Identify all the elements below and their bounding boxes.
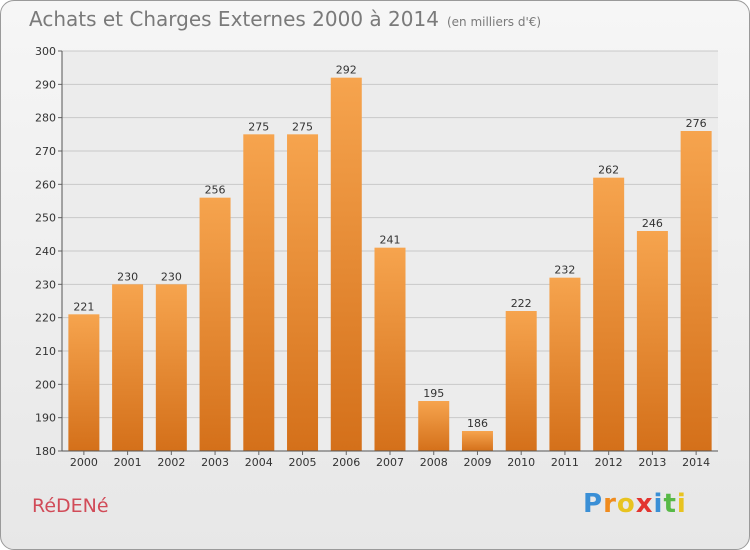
- logo-letter: r: [603, 489, 617, 519]
- x-tick-label-2013: 2013: [638, 456, 666, 469]
- y-tick-label: 240: [35, 245, 56, 258]
- data-label-2014: 276: [686, 117, 707, 130]
- x-tick-label-2005: 2005: [289, 456, 317, 469]
- chart-title-unit: (en milliers d'€): [446, 15, 542, 29]
- bar-2008: [418, 401, 450, 451]
- x-tick-label-2012: 2012: [595, 456, 623, 469]
- data-label-2000: 221: [73, 300, 94, 313]
- y-tick-label: 270: [35, 145, 56, 158]
- y-tick-label: 180: [35, 445, 56, 458]
- data-label-2010: 222: [511, 297, 532, 310]
- data-label-2009: 186: [467, 417, 488, 430]
- bar-2009: [461, 431, 493, 451]
- x-tick-label-2011: 2011: [551, 456, 579, 469]
- y-tick-label: 200: [35, 378, 56, 391]
- chart-title: Achats et Charges Externes 2000 à 2014 (e…: [29, 7, 541, 31]
- data-label-2012: 262: [598, 164, 619, 177]
- y-tick-label: 220: [35, 312, 56, 325]
- y-tick-label: 260: [35, 178, 56, 191]
- bar-2012: [593, 177, 625, 451]
- bar-2004: [243, 134, 275, 452]
- data-label-2002: 230: [161, 270, 182, 283]
- bar-2001: [112, 284, 144, 451]
- y-tick-label: 300: [35, 45, 56, 58]
- data-label-2005: 275: [292, 120, 313, 133]
- y-tick-label: 230: [35, 278, 56, 291]
- y-tick-label: 280: [35, 112, 56, 125]
- data-label-2006: 292: [336, 64, 357, 77]
- logo-letter: t: [663, 489, 677, 519]
- logo-letter: i: [653, 489, 664, 519]
- data-label-2011: 232: [554, 264, 575, 277]
- bar-2006: [330, 77, 362, 452]
- x-tick-label-2007: 2007: [376, 456, 404, 469]
- bar-2010: [505, 311, 537, 451]
- bar-2011: [549, 277, 581, 451]
- bar-2002: [155, 284, 187, 451]
- x-tick-label-2000: 2000: [70, 456, 98, 469]
- y-tick-label: 250: [35, 212, 56, 225]
- bar-2003: [199, 197, 231, 451]
- data-label-2001: 230: [117, 270, 138, 283]
- y-tick-label: 290: [35, 78, 56, 91]
- logo-letter: x: [635, 489, 654, 519]
- x-tick-label-2009: 2009: [463, 456, 491, 469]
- x-tick-label-2010: 2010: [507, 456, 535, 469]
- data-label-2007: 241: [380, 234, 401, 247]
- chart-title-main: Achats et Charges Externes 2000 à 2014: [29, 7, 439, 31]
- proxiti-logo: Proxiti: [583, 489, 687, 519]
- logo-letter: o: [616, 489, 636, 519]
- data-label-2004: 275: [248, 120, 269, 133]
- data-label-2013: 246: [642, 217, 663, 230]
- commune-name: RéDENé: [32, 495, 109, 517]
- y-tick-label: 190: [35, 412, 56, 425]
- logo-letter: P: [583, 489, 604, 519]
- bar-2013: [636, 231, 668, 451]
- x-tick-label-2001: 2001: [114, 456, 142, 469]
- labels: 180 190 200 210 220 230 240 250 260 270 280 290 300 2…: [35, 45, 710, 469]
- logo-letter: i: [676, 489, 687, 519]
- bars: [68, 77, 712, 452]
- bar-2014: [680, 131, 712, 451]
- bar-2005: [287, 134, 319, 452]
- x-tick-label-2014: 2014: [682, 456, 710, 469]
- x-tick-label-2003: 2003: [201, 456, 229, 469]
- x-tick-label-2006: 2006: [332, 456, 360, 469]
- axes: [58, 50, 718, 455]
- x-tick-label-2004: 2004: [245, 456, 273, 469]
- data-label-2008: 195: [423, 387, 444, 400]
- data-label-2003: 256: [205, 184, 226, 197]
- x-tick-label-2008: 2008: [420, 456, 448, 469]
- x-tick-label-2002: 2002: [157, 456, 185, 469]
- bar-2000: [68, 314, 100, 451]
- y-tick-label: 210: [35, 345, 56, 358]
- bar-2007: [374, 247, 406, 451]
